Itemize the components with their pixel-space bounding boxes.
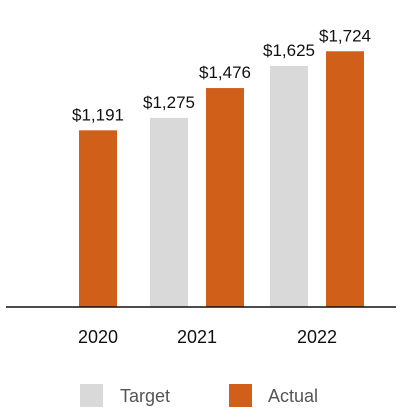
value-label-target-2022: $1,625 — [263, 41, 315, 60]
value-label-actual-2020: $1,191 — [72, 105, 124, 124]
x-tick-label-2021: 2021 — [177, 327, 217, 347]
value-label-target-2021: $1,275 — [143, 93, 195, 112]
value-labels-group: $1,191 $1,275$1,476 $1,625$1,724 — [72, 26, 371, 124]
bar-actual-2022 — [326, 51, 364, 308]
bar-target-2022 — [270, 65, 308, 307]
bar-target-2021 — [150, 117, 188, 307]
legend-label-actual: Actual — [268, 386, 318, 406]
legend-label-target: Target — [120, 386, 170, 406]
bar-actual-2021 — [206, 88, 244, 307]
x-tick-labels-group: 2020 2021 2022 — [78, 327, 337, 347]
legend-swatch-actual — [229, 384, 252, 407]
x-tick-label-2022: 2022 — [297, 327, 337, 347]
bars-group — [79, 51, 364, 308]
bar-actual-2020 — [79, 130, 117, 307]
value-label-actual-2022: $1,724 — [319, 26, 371, 45]
x-tick-label-2020: 2020 — [78, 327, 118, 347]
value-label-actual-2021: $1,476 — [199, 63, 251, 82]
legend-swatch-target — [80, 384, 103, 407]
legend: Target Actual — [80, 384, 318, 407]
